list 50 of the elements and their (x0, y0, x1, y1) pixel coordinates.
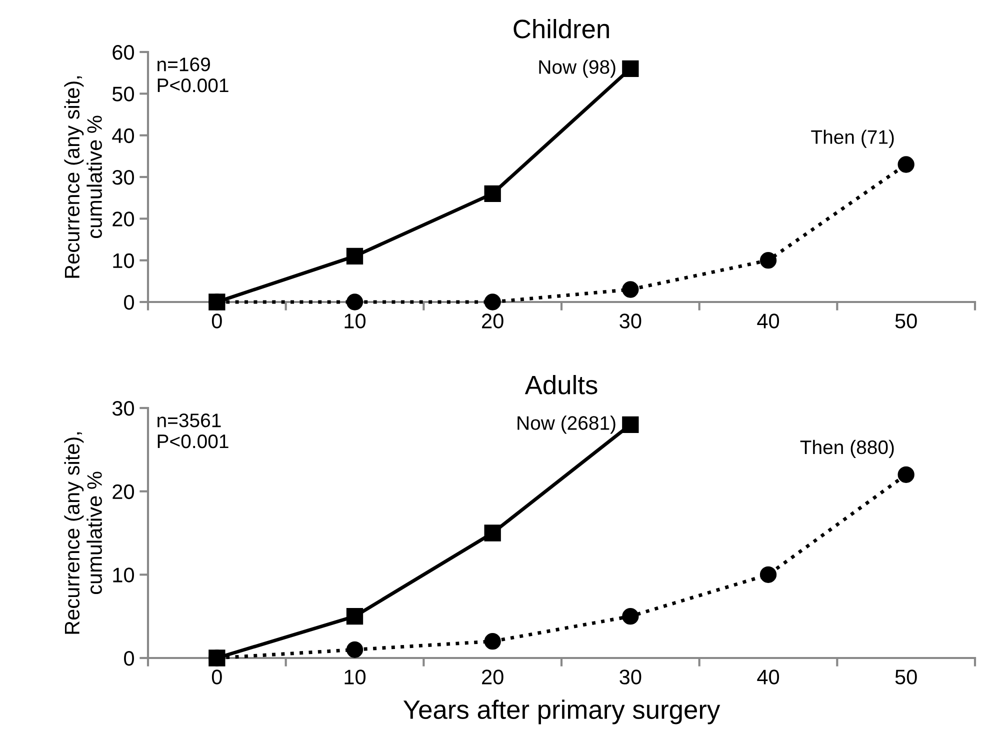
series-label: Then (71) (811, 130, 894, 148)
point (346, 641, 364, 658)
chart-title: Adults (524, 374, 598, 394)
y-tick-label: 20 (112, 212, 134, 226)
x-tick-label: 10 (344, 670, 366, 684)
y-tick-label: 40 (112, 128, 134, 144)
x-tick-label: 10 (344, 314, 366, 328)
x-tick-label: 0 (212, 670, 222, 684)
point (346, 294, 364, 310)
y-tick-label: 10 (113, 253, 134, 268)
x-tick-label: 30 (620, 670, 642, 684)
x-tick-label: 0 (212, 314, 222, 328)
point (622, 281, 639, 298)
point (898, 156, 914, 173)
x-axis-title: Years after primary surgery (403, 700, 720, 724)
x-tick-label: 40 (757, 314, 780, 328)
annotation: n=3561 P<0.001 (158, 414, 228, 448)
y-axis-title: Recurrence (any site), cumulative % (64, 76, 102, 278)
y-axis-title: Recurrence (any site), cumulative % (64, 432, 102, 634)
annotation: n=169 P<0.001 (158, 58, 228, 92)
point (760, 566, 777, 583)
point (622, 416, 639, 433)
point (622, 608, 639, 625)
point (484, 524, 501, 542)
x-tick-label: 40 (757, 670, 780, 684)
point (622, 60, 639, 77)
series-label: Now (2681) (518, 416, 616, 434)
point (484, 185, 501, 202)
y-tick-label: 30 (112, 170, 134, 185)
x-tick-label: 50 (895, 670, 917, 684)
point (346, 608, 364, 625)
x-tick-label: 20 (482, 314, 504, 328)
y-tick-label: 50 (112, 86, 134, 102)
chart-title: Children (514, 18, 609, 38)
x-tick-label: 50 (895, 314, 917, 328)
x-tick-label: 30 (620, 314, 642, 328)
y-tick-label: 20 (112, 484, 134, 500)
point (484, 294, 501, 310)
point (346, 248, 364, 264)
y-tick-label: 0 (124, 651, 134, 666)
point (898, 466, 914, 483)
y-tick-label: 10 (113, 568, 134, 582)
series-label: Then (880) (800, 440, 894, 458)
point (484, 633, 501, 650)
x-tick-label: 20 (482, 670, 504, 684)
y-tick-label: 60 (112, 45, 134, 60)
point (760, 252, 777, 269)
y-tick-label: 30 (112, 401, 134, 416)
y-tick-label: 0 (124, 295, 134, 310)
series-label: Now (98) (539, 60, 616, 78)
